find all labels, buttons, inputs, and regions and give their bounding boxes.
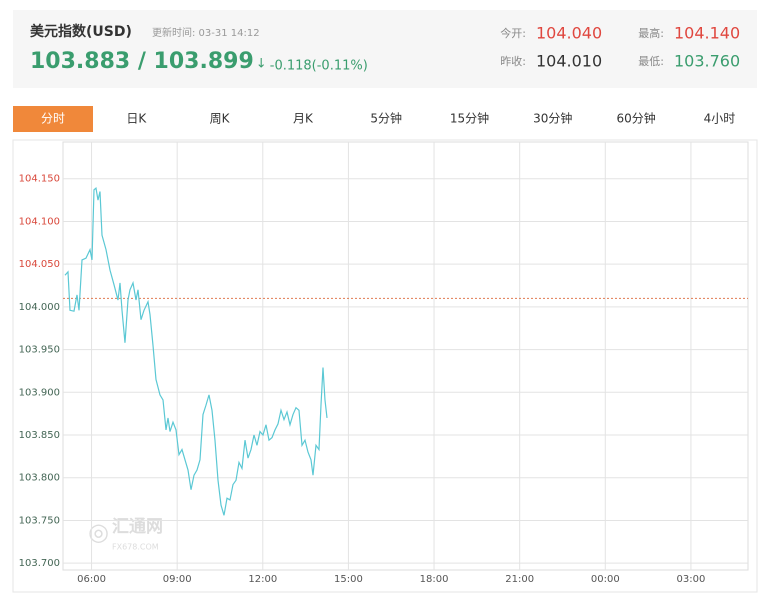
stat-value: 103.760 [674, 52, 740, 71]
watermark: ◎ [88, 518, 109, 546]
update-time: 更新时间: 03-31 14:12 [152, 26, 260, 39]
watermark-site: FX678.COM [112, 543, 159, 552]
header-box [13, 10, 757, 88]
price: 103.883 / 103.899 [30, 49, 254, 74]
x-tick-label: 12:00 [248, 574, 277, 585]
tab[interactable]: 60分钟 [616, 111, 655, 126]
tab[interactable]: 4小时 [704, 112, 736, 126]
tab[interactable]: 30分钟 [533, 111, 572, 126]
y-tick-label: 103.700 [19, 558, 60, 569]
y-tick-label: 103.950 [19, 345, 60, 356]
y-tick-label: 104.050 [19, 259, 60, 270]
x-tick-label: 15:00 [334, 574, 363, 585]
tab[interactable]: 15分钟 [450, 111, 489, 126]
x-tick-label: 09:00 [163, 574, 192, 585]
y-tick-label: 103.800 [19, 473, 60, 484]
y-tick-label: 104.100 [19, 216, 60, 227]
price-line [64, 186, 328, 516]
y-tick-label: 103.900 [19, 387, 60, 398]
stat-label: 今开: [500, 26, 526, 40]
stat-label: 昨收: [500, 54, 526, 68]
x-tick-label: 00:00 [591, 574, 620, 585]
x-tick-label: 18:00 [420, 574, 449, 585]
price-change: -0.118(-0.11%) [270, 59, 368, 74]
stat-label: 最低: [638, 55, 664, 68]
tab-bar [13, 105, 757, 135]
tab[interactable]: 周K [210, 112, 231, 126]
title: 美元指数(USD) [30, 23, 132, 40]
x-tick-label: 03:00 [677, 574, 706, 585]
stat-value: 104.140 [674, 24, 740, 43]
stat-label: 最高: [638, 26, 664, 40]
stat-value: 104.010 [536, 52, 602, 71]
tab-active[interactable] [13, 106, 93, 132]
y-tick-label: 103.850 [19, 430, 60, 441]
stat-value: 104.040 [536, 24, 602, 43]
x-tick-label: 06:00 [77, 574, 106, 585]
tab[interactable]: 月K [293, 112, 314, 126]
y-tick-label: 104.150 [19, 174, 60, 185]
tab[interactable]: 日K [126, 112, 147, 126]
x-tick-label: 21:00 [505, 574, 534, 585]
chart-box [12, 139, 758, 593]
tab[interactable]: 分时 [41, 112, 65, 126]
watermark-name: 汇通网 [112, 517, 163, 537]
y-tick-label: 104.000 [19, 302, 60, 313]
tab[interactable]: 5分钟 [370, 111, 402, 126]
y-tick-label: 103.750 [19, 515, 60, 526]
price-arrow: ↓ [256, 57, 267, 72]
plot-border [62, 141, 749, 571]
